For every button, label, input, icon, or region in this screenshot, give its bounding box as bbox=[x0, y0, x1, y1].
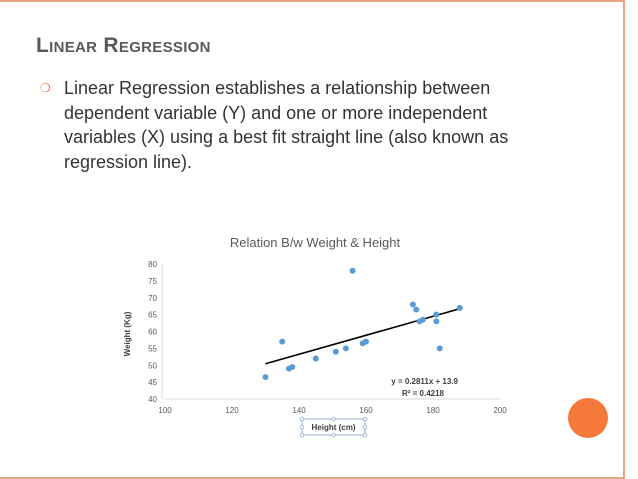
x-tick-label: 120 bbox=[225, 406, 239, 415]
trendline-r2: R² = 0.4218 bbox=[402, 389, 445, 398]
data-point bbox=[279, 338, 286, 345]
x-tick-label: 140 bbox=[292, 406, 306, 415]
scatter-chart[interactable]: Relation B/w Weight & Height 40 45 50 55 60 6… bbox=[110, 222, 510, 447]
data-points bbox=[262, 267, 463, 381]
x-tick-label: 180 bbox=[426, 406, 440, 415]
y-tick-label: 75 bbox=[148, 277, 157, 286]
trendline bbox=[265, 307, 461, 365]
bullet-text: Linear Regression establishes a relation… bbox=[64, 78, 509, 172]
data-point bbox=[332, 348, 339, 355]
x-axis-title-box[interactable]: Height (cm) bbox=[299, 416, 368, 438]
y-tick-label: 60 bbox=[148, 328, 157, 337]
y-tick-label: 65 bbox=[148, 311, 157, 320]
data-point bbox=[349, 267, 356, 274]
data-point bbox=[436, 345, 443, 352]
y-tick-label: 45 bbox=[148, 378, 157, 387]
data-point bbox=[456, 304, 463, 311]
y-tick-label: 80 bbox=[148, 260, 157, 269]
y-axis-title: Weight (Kg) bbox=[123, 311, 132, 356]
top-border bbox=[0, 0, 624, 2]
y-tick-label: 50 bbox=[148, 361, 157, 370]
chart-plot-area bbox=[161, 264, 500, 400]
x-tick-label: 200 bbox=[493, 406, 507, 415]
x-axis-label: Height (cm) bbox=[312, 423, 356, 432]
data-point bbox=[312, 355, 319, 362]
y-tick-label: 40 bbox=[148, 395, 157, 404]
data-point bbox=[262, 374, 269, 381]
x-tick-label: 160 bbox=[359, 406, 373, 415]
chart-title: Relation B/w Weight & Height bbox=[230, 235, 401, 250]
y-tick-labels: 40 45 50 55 60 65 70 75 80 bbox=[148, 260, 157, 404]
x-tick-label: 100 bbox=[158, 406, 172, 415]
y-tick-label: 55 bbox=[148, 344, 157, 353]
data-point bbox=[433, 318, 440, 325]
x-tick-labels: 100 120 140 160 180 200 bbox=[158, 406, 507, 415]
slide-title: Linear Regression bbox=[36, 34, 211, 57]
right-border bbox=[623, 0, 625, 479]
data-point bbox=[433, 311, 440, 318]
y-tick-label: 70 bbox=[148, 294, 157, 303]
data-point bbox=[342, 345, 349, 352]
bottom-border bbox=[0, 477, 624, 479]
trendline-equation: y = 0.2811x + 13.9 bbox=[391, 377, 458, 386]
y-axis-label: Weight (Kg) bbox=[123, 311, 132, 356]
data-point bbox=[289, 363, 296, 370]
data-point bbox=[363, 338, 369, 345]
bullet-item: ❍ Linear Regression establishes a relati… bbox=[40, 76, 550, 174]
data-point bbox=[409, 301, 416, 308]
data-point bbox=[413, 306, 420, 313]
data-point bbox=[419, 316, 426, 323]
ring-bullet-icon: ❍ bbox=[40, 81, 51, 95]
orange-circle-decoration bbox=[568, 398, 608, 438]
